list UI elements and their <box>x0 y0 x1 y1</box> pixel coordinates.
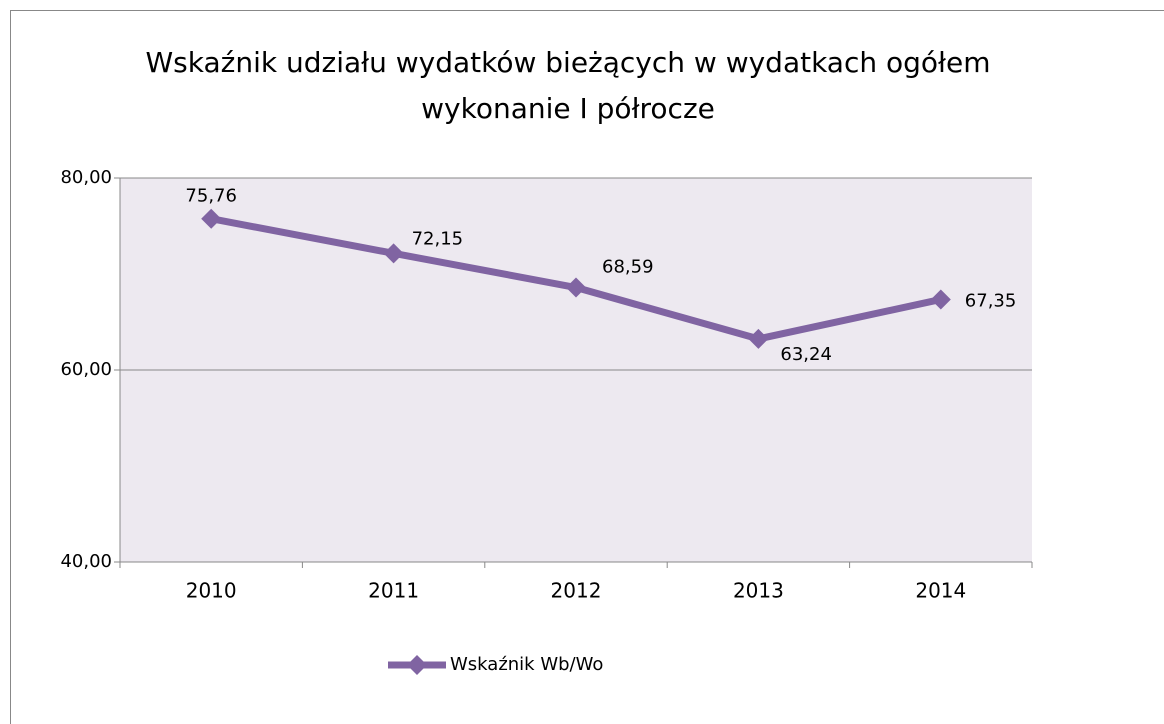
data-label: 75,76 <box>185 186 237 207</box>
chart-title: Wskaźnik udziału wydatków bieżących w wy… <box>145 46 990 79</box>
chart-subtitle: wykonanie I półrocze <box>421 92 715 125</box>
data-label: 72,15 <box>412 228 464 249</box>
y-tick-label: 40,00 <box>60 551 112 572</box>
x-tick-label: 2014 <box>915 579 966 603</box>
data-label: 67,35 <box>965 290 1017 311</box>
legend-label: Wskaźnik Wb/Wo <box>450 654 603 675</box>
data-label: 68,59 <box>602 257 654 278</box>
data-point <box>748 328 769 349</box>
y-tick-label: 60,00 <box>60 359 112 380</box>
x-tick-label: 2013 <box>733 579 784 603</box>
data-point <box>566 277 586 298</box>
chart-frame <box>10 10 1164 724</box>
x-tick-label: 2011 <box>368 579 419 603</box>
y-tick-label: 80,00 <box>60 167 112 188</box>
data-point <box>383 243 404 264</box>
data-label: 63,24 <box>780 344 832 365</box>
x-tick-label: 2010 <box>186 579 237 603</box>
legend-marker <box>407 655 427 675</box>
data-point <box>930 289 951 310</box>
x-tick-label: 2012 <box>551 579 602 603</box>
data-point <box>201 208 222 229</box>
